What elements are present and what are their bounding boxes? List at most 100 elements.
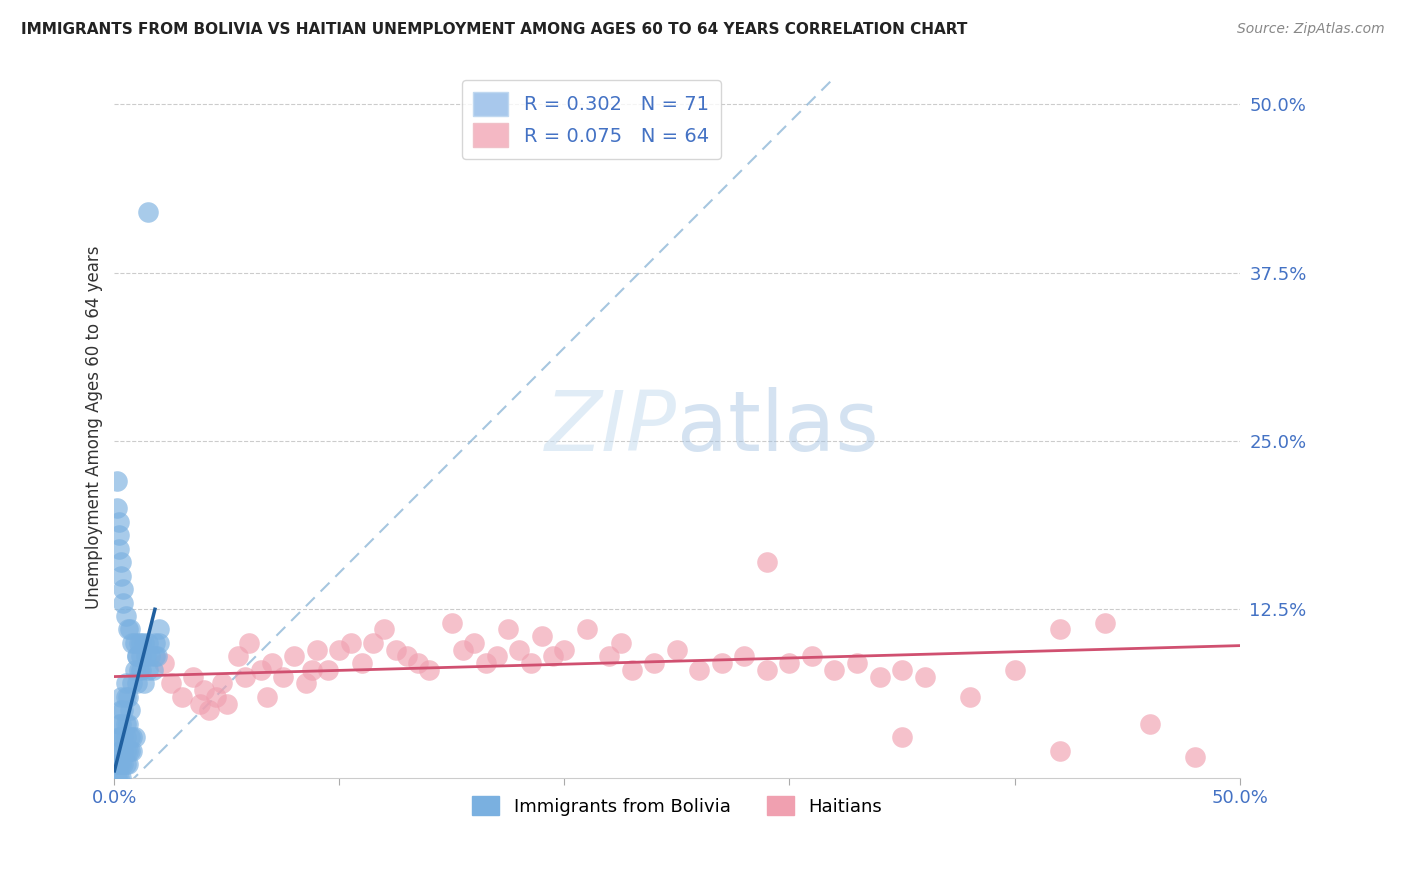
Point	[256, 690, 278, 704]
Point	[117, 623, 139, 637]
Point	[643, 656, 665, 670]
Point	[124, 663, 146, 677]
Point	[211, 676, 233, 690]
Point	[215, 697, 238, 711]
Point	[598, 649, 620, 664]
Point	[328, 642, 350, 657]
Point	[108, 744, 131, 758]
Point	[131, 663, 153, 677]
Point	[1049, 744, 1071, 758]
Point	[136, 205, 159, 219]
Point	[124, 636, 146, 650]
Point	[159, 676, 181, 690]
Point	[959, 690, 981, 704]
Point	[294, 676, 316, 690]
Point	[1139, 716, 1161, 731]
Point	[110, 555, 132, 569]
Point	[131, 636, 153, 650]
Text: atlas: atlas	[676, 387, 879, 468]
Point	[128, 663, 150, 677]
Point	[233, 669, 256, 683]
Point	[756, 555, 779, 569]
Point	[339, 636, 361, 650]
Point	[440, 615, 463, 630]
Point	[575, 623, 598, 637]
Point	[519, 656, 541, 670]
Point	[110, 716, 132, 731]
Point	[1049, 623, 1071, 637]
Point	[305, 642, 328, 657]
Point	[688, 663, 710, 677]
Point	[530, 629, 553, 643]
Point	[142, 663, 165, 677]
Point	[112, 595, 135, 609]
Point	[711, 656, 734, 670]
Point	[143, 649, 166, 664]
Point	[110, 730, 132, 744]
Point	[117, 716, 139, 731]
Point	[869, 669, 891, 683]
Point	[756, 663, 779, 677]
Point	[139, 649, 162, 664]
Point	[114, 716, 136, 731]
Point	[114, 609, 136, 624]
Point	[193, 683, 215, 698]
Point	[283, 649, 305, 664]
Point	[226, 649, 249, 664]
Point	[373, 623, 395, 637]
Point	[110, 744, 132, 758]
Point	[121, 744, 143, 758]
Point	[801, 649, 824, 664]
Point	[112, 730, 135, 744]
Point	[395, 649, 418, 664]
Point	[124, 730, 146, 744]
Point	[891, 663, 914, 677]
Point	[105, 771, 128, 785]
Point	[110, 703, 132, 717]
Point	[553, 642, 575, 657]
Point	[181, 669, 204, 683]
Point	[249, 663, 271, 677]
Point	[271, 669, 294, 683]
Point	[204, 690, 226, 704]
Text: Source: ZipAtlas.com: Source: ZipAtlas.com	[1237, 22, 1385, 37]
Point	[108, 771, 131, 785]
Point	[609, 636, 631, 650]
Text: IMMIGRANTS FROM BOLIVIA VS HAITIAN UNEMPLOYMENT AMONG AGES 60 TO 64 YEARS CORREL: IMMIGRANTS FROM BOLIVIA VS HAITIAN UNEMP…	[21, 22, 967, 37]
Point	[418, 663, 440, 677]
Point	[110, 771, 132, 785]
Point	[117, 757, 139, 772]
Point	[108, 515, 131, 529]
Point	[112, 744, 135, 758]
Point	[914, 669, 936, 683]
Point	[117, 744, 139, 758]
Point	[146, 649, 169, 664]
Point	[136, 636, 159, 650]
Point	[361, 636, 384, 650]
Point	[135, 649, 157, 664]
Point	[112, 582, 135, 596]
Point	[114, 730, 136, 744]
Legend: Immigrants from Bolivia, Haitians: Immigrants from Bolivia, Haitians	[463, 787, 891, 824]
Point	[120, 703, 142, 717]
Point	[132, 676, 155, 690]
Point	[121, 636, 143, 650]
Point	[148, 623, 170, 637]
Point	[105, 501, 128, 516]
Point	[891, 730, 914, 744]
Point	[112, 703, 135, 717]
Point	[110, 690, 132, 704]
Point	[301, 663, 323, 677]
Point	[779, 656, 801, 670]
Point	[110, 568, 132, 582]
Point	[120, 623, 142, 637]
Point	[485, 649, 508, 664]
Point	[114, 690, 136, 704]
Point	[114, 757, 136, 772]
Point	[451, 642, 474, 657]
Point	[541, 649, 564, 664]
Point	[846, 656, 869, 670]
Point	[734, 649, 756, 664]
Point	[128, 636, 150, 650]
Point	[148, 636, 170, 650]
